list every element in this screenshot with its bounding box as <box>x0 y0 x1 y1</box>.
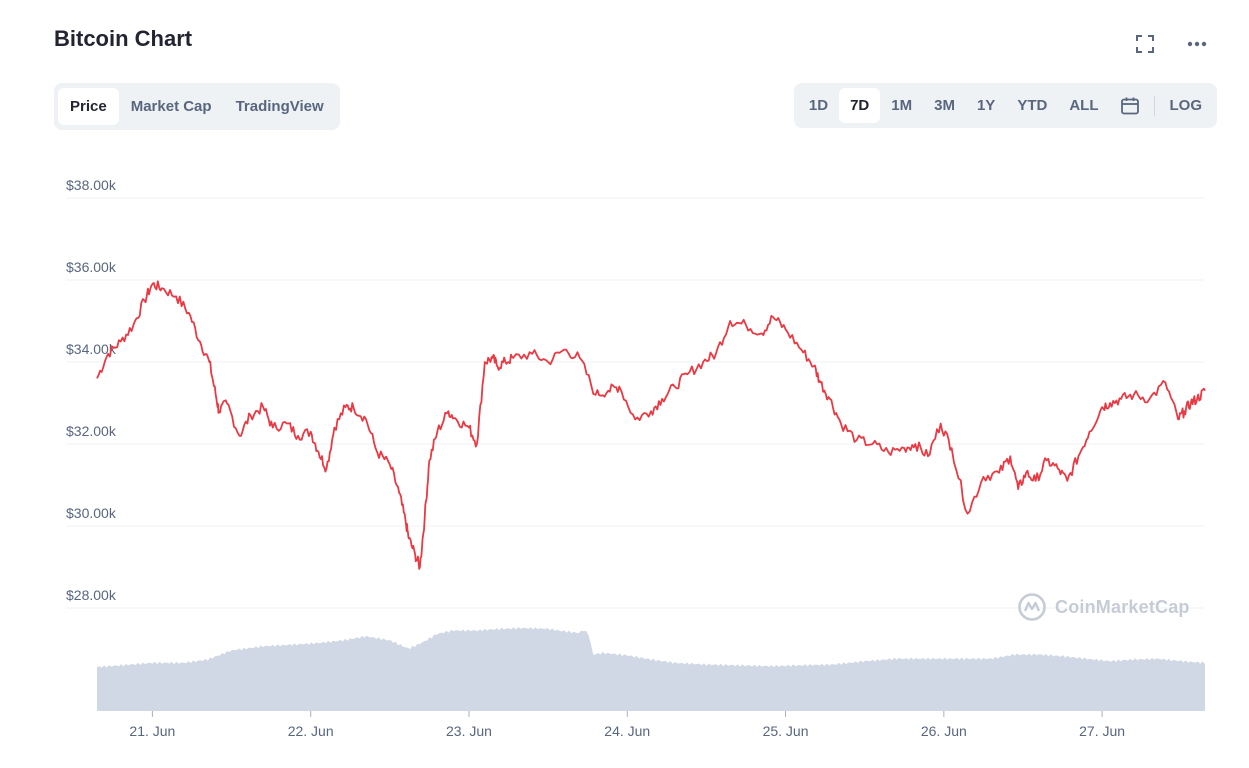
range-ytd-button[interactable]: YTD <box>1017 97 1048 114</box>
y-tick-label: $30.00k <box>66 505 117 521</box>
range-all-button[interactable]: ALL <box>1069 97 1099 114</box>
y-tick-label: $36.00k <box>66 259 117 275</box>
watermark-text: CoinMarketCap <box>1055 596 1190 617</box>
more-horizontal-icon[interactable] <box>1185 32 1209 56</box>
tab-market-cap[interactable]: Market Cap <box>130 98 212 115</box>
chart-title: Bitcoin Chart <box>54 26 193 51</box>
y-tick-label: $32.00k <box>66 423 117 439</box>
price-chart: $38.00k $36.00k $34.00k $32.00k $30.00k $28.0… <box>66 177 1206 739</box>
tab-tradingview[interactable]: TradingView <box>235 98 324 115</box>
range-7d-button[interactable]: 7D <box>839 88 881 123</box>
range-1y-button[interactable]: 1Y <box>976 97 996 114</box>
calendar-icon[interactable] <box>1110 88 1150 123</box>
view-tabs: Price Market Cap TradingView <box>54 83 340 130</box>
range-3m-button[interactable]: 3M <box>934 97 955 114</box>
watermark: CoinMarketCap <box>1017 592 1190 622</box>
x-tick-label: 23. Jun <box>446 723 492 739</box>
tab-price[interactable]: Price <box>58 88 119 125</box>
fullscreen-icon[interactable] <box>1133 32 1157 56</box>
x-tick-label: 26. Jun <box>921 723 967 739</box>
y-axis: $38.00k $36.00k $34.00k $32.00k $30.00k $28.0… <box>66 177 117 603</box>
price-line <box>96 280 1206 570</box>
x-tick-label: 24. Jun <box>604 723 650 739</box>
x-tick-label: 21. Jun <box>129 723 175 739</box>
x-tick-label: 25. Jun <box>763 723 809 739</box>
coinmarketcap-logo-icon <box>1018 593 1046 621</box>
range-tabs: 1D 7D 1M 3M 1Y YTD ALL LOG <box>793 83 1217 128</box>
price-series-line <box>96 280 1206 570</box>
chart-grid <box>66 197 1205 609</box>
y-tick-label: $38.00k <box>66 177 117 193</box>
y-tick-label: $34.00k <box>66 341 117 357</box>
log-scale-button[interactable]: LOG <box>1169 97 1203 114</box>
y-tick-label: $28.00k <box>66 587 117 603</box>
volume-bars <box>97 627 1205 711</box>
toolbar-divider <box>1153 95 1155 116</box>
range-1m-button[interactable]: 1M <box>891 97 913 114</box>
chart-toolbar <box>1133 32 1209 56</box>
range-1d-button[interactable]: 1D <box>808 97 829 114</box>
x-tick-label: 22. Jun <box>288 723 334 739</box>
x-axis: 21. Jun 22. Jun 23. Jun 24. Jun 25. Jun 26. J… <box>129 711 1125 739</box>
x-tick-label: 27. Jun <box>1079 723 1125 739</box>
volume-area <box>97 627 1205 711</box>
